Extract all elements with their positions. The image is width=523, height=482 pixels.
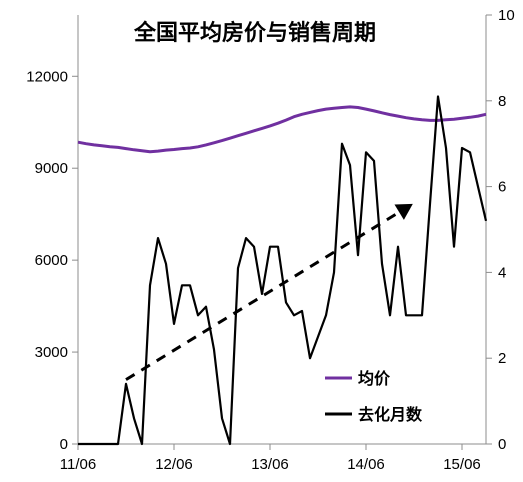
- series-line-avg-price: [77, 105, 487, 154]
- chart-title: 全国平均房价与销售周期: [133, 20, 376, 46]
- x-tick-label: 11/06: [60, 456, 96, 473]
- y-left-tick-label: 9000: [35, 160, 68, 177]
- y-right-tick-label: 8: [498, 93, 506, 110]
- axes: [72, 14, 492, 450]
- legend-label-avg-price: 均价: [358, 369, 391, 388]
- labels: 0 3000 6000 9000 12000 0 2 4 6 8 10 11/06 12/06 13/06…: [26, 7, 514, 473]
- y-right-tick-label: 0: [498, 436, 506, 453]
- x-tick-label: 15/06: [443, 456, 481, 473]
- legend-label-months: 去化月数: [358, 405, 423, 424]
- y-right-tick-label: 6: [498, 179, 506, 196]
- trend-arrow-line: [125, 206, 407, 381]
- y-right-tick-label: 10: [498, 7, 515, 24]
- legend: 均价 去化月数: [325, 369, 423, 424]
- series-line-months: [78, 95, 488, 446]
- y-left-tick-label: 0: [60, 436, 68, 453]
- x-tick-label: 14/06: [347, 456, 385, 473]
- x-tick-label: 12/06: [155, 456, 193, 473]
- x-tick-label: 13/06: [251, 456, 289, 473]
- trend-arrow-head: [394, 203, 413, 220]
- y-left-tick-label: 3000: [35, 344, 68, 361]
- y-right-tick-label: 2: [498, 350, 506, 367]
- y-left-tick-label: 6000: [35, 252, 68, 269]
- y-right-tick-label: 4: [498, 264, 506, 281]
- series-layer: [77, 95, 488, 446]
- y-left-tick-label: 12000: [26, 68, 68, 85]
